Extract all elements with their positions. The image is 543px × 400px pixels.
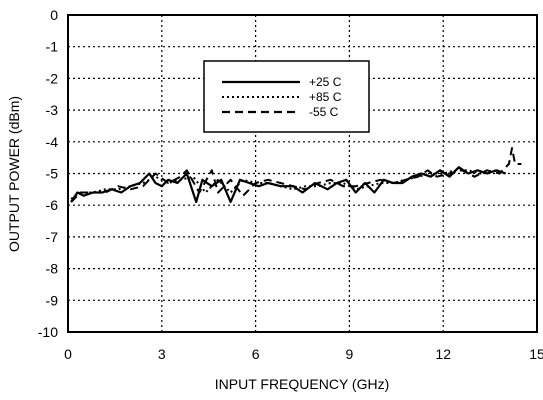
y-tick-label: -8 [46,261,59,277]
x-tick-label: 3 [158,346,166,362]
series-line-minus55c [70,147,522,203]
y-axis-label: OUTPUT POWER (dBm) [6,96,22,252]
x-axis-label: INPUT FREQUENCY (GHz) [215,376,390,392]
x-tick-label: 15 [529,346,543,362]
y-tick-label: 0 [50,7,58,23]
y-tick-label: -6 [46,197,59,213]
x-tick-label: 12 [435,346,451,362]
legend-label-85c: +85 C [309,90,342,104]
y-tick-label: -9 [46,292,59,308]
y-tick-label: -7 [46,229,59,245]
x-tick-label: 9 [346,346,354,362]
plot-frame [67,14,538,333]
tick-labels: 0 3 6 9 12 15 0 -1 -2 -3 -4 -5 -6 -7 -8 -9 -10 [38,7,543,362]
y-tick-label: -4 [46,134,59,150]
x-tick-label: 6 [252,346,260,362]
series-layer [70,147,522,204]
legend-box [203,60,370,133]
x-tick-label: 0 [64,346,72,362]
y-tick-label: -1 [46,39,59,55]
grid-lines [68,15,537,332]
legend-label-25c: +25 C [309,75,342,89]
y-tick-label: -2 [46,70,59,86]
y-tick-label: -5 [46,166,59,182]
legend-label-minus55c: -55 C [309,105,339,119]
y-tick-label: -10 [38,324,58,340]
y-tick-label: -3 [46,102,59,118]
legend: +25 C +85 C -55 C [203,60,370,133]
